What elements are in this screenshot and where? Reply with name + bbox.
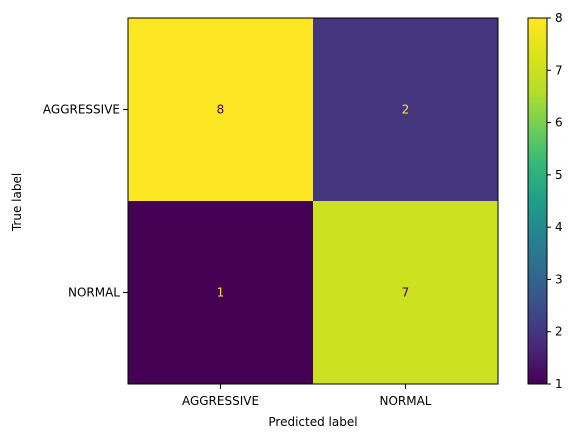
colorbar-ticks: 1 2 3 4 5 6 7 8 xyxy=(547,11,563,391)
heatmap-cell xyxy=(313,18,498,201)
matrix-layer: 8 2 1 7 xyxy=(128,18,498,384)
colorbar-tick-label: 6 xyxy=(555,116,563,130)
heatmap-cell xyxy=(128,201,313,384)
y-axis-label: True label xyxy=(10,173,24,232)
colorbar xyxy=(527,17,548,385)
colorbar-tick-label: 4 xyxy=(555,220,563,234)
colorbar-tick-label: 3 xyxy=(555,272,563,286)
x-axis-label: Predicted label xyxy=(268,415,357,429)
heatmap-cell xyxy=(128,18,313,201)
colorbar-tick-label: 1 xyxy=(555,377,563,391)
heatmap-cell xyxy=(313,201,498,384)
y-axis-tick-label: NORMAL xyxy=(68,286,120,300)
plot-frame xyxy=(127,17,499,385)
axis-layer: AGGRESSIVE NORMAL AGGRESSIVE NORMAL xyxy=(43,17,499,408)
cell-value-label: 2 xyxy=(402,103,410,117)
colorbar-tick-label: 5 xyxy=(555,168,563,182)
cell-value-label: 7 xyxy=(402,286,410,300)
colorbar-tick-label: 2 xyxy=(555,325,563,339)
x-axis-tick-label: AGGRESSIVE xyxy=(182,394,259,408)
colorbar-tick-label: 8 xyxy=(555,11,563,25)
x-axis-tick-label: NORMAL xyxy=(379,394,431,408)
y-axis-tick-label: AGGRESSIVE xyxy=(43,103,120,117)
colorbar-tick-label: 7 xyxy=(555,63,563,77)
cell-value-label: 1 xyxy=(217,286,225,300)
cell-value-label: 8 xyxy=(217,103,225,117)
